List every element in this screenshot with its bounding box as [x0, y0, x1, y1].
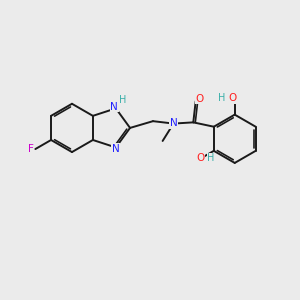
Text: N: N — [169, 118, 177, 128]
Text: F: F — [28, 144, 34, 154]
Text: O: O — [195, 94, 203, 104]
Text: O: O — [196, 153, 205, 164]
Text: N: N — [112, 144, 120, 154]
Text: N: N — [110, 102, 118, 112]
Text: H: H — [207, 153, 214, 164]
Text: H: H — [218, 93, 226, 103]
Text: H: H — [118, 95, 126, 105]
Text: O: O — [228, 93, 236, 103]
